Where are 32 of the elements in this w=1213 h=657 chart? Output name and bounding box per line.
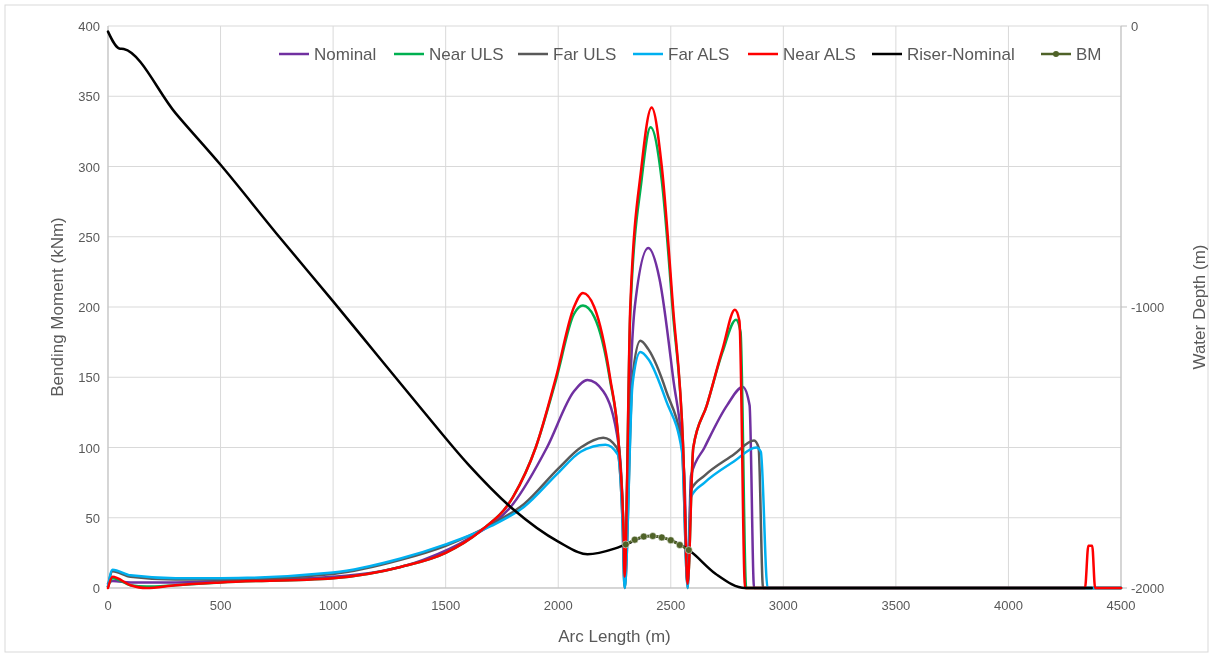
x-tick-label: 4000 xyxy=(993,598,1023,613)
y-tick-label: 50 xyxy=(85,510,100,526)
legend-label: Far ALS xyxy=(668,45,730,64)
y-tick-label: 200 xyxy=(78,300,100,315)
x-tick-label: 0 xyxy=(104,598,112,613)
x-tick-label: 500 xyxy=(209,598,232,613)
x-tick-label: 1500 xyxy=(431,598,461,613)
y-tick-label: 400 xyxy=(78,19,100,34)
x-tick-label: 3000 xyxy=(768,598,798,613)
y2-tick-label: 0 xyxy=(1131,19,1139,34)
legend-label: Near ULS xyxy=(429,45,504,64)
x-axis-title: Arc Length (m) xyxy=(558,627,671,646)
x-tick-label: 1000 xyxy=(318,598,348,613)
x-tick-label: 4500 xyxy=(1106,598,1136,613)
x-tick-label: 3500 xyxy=(881,598,911,613)
y-tick-label: 100 xyxy=(78,440,100,456)
legend-label: Nominal xyxy=(314,45,377,64)
x-tick-label: 2000 xyxy=(543,598,573,613)
y-tick-label: 350 xyxy=(78,89,100,105)
y-tick-label: 300 xyxy=(78,159,100,175)
y-tick-label: 250 xyxy=(78,229,100,245)
legend-label: Riser-Nominal xyxy=(907,45,1015,64)
y2-tick-label: -2000 xyxy=(1131,581,1165,596)
legend-label: Far ULS xyxy=(553,45,617,64)
y2-tick-label: -1000 xyxy=(1131,300,1165,315)
y-tick-label: 0 xyxy=(92,581,100,596)
x-tick-label: 2500 xyxy=(656,598,686,613)
legend-label: Near ALS xyxy=(783,45,856,64)
y-tick-label: 150 xyxy=(78,370,100,386)
y2-axis-title: Water Depth (m) xyxy=(1190,244,1209,370)
legend-label: BM xyxy=(1076,45,1102,64)
y-axis-title: Bending Moment (kNm) xyxy=(48,217,67,397)
